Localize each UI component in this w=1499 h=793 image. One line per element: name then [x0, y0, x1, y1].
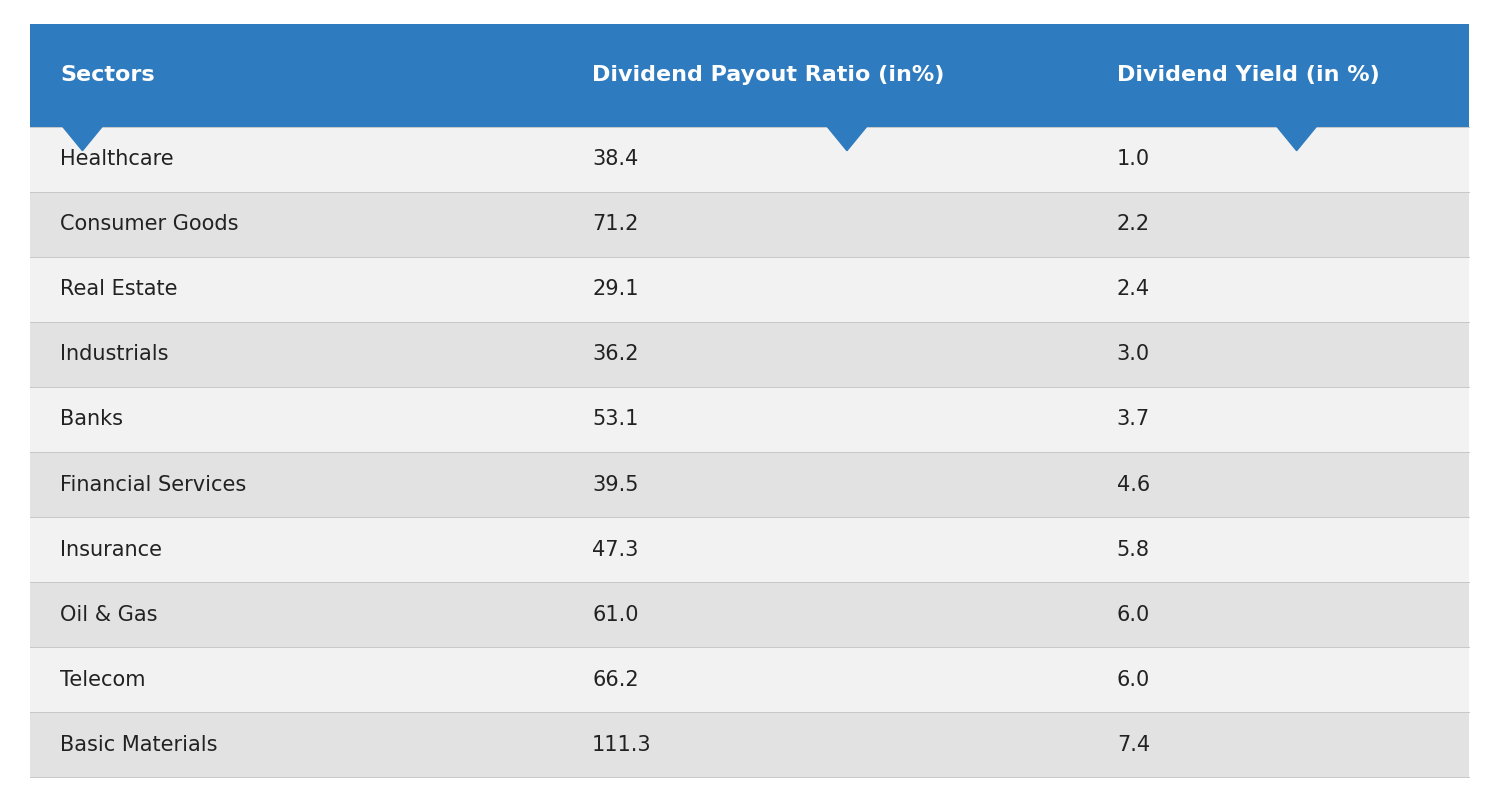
- Text: 4.6: 4.6: [1117, 474, 1150, 495]
- Text: 5.8: 5.8: [1117, 539, 1150, 560]
- Text: 3.7: 3.7: [1117, 409, 1150, 430]
- Text: Industrials: Industrials: [60, 344, 168, 365]
- Text: Healthcare: Healthcare: [60, 149, 174, 170]
- Text: Insurance: Insurance: [60, 539, 162, 560]
- Text: 2.2: 2.2: [1117, 214, 1150, 235]
- Text: 36.2: 36.2: [592, 344, 639, 365]
- Text: 38.4: 38.4: [592, 149, 639, 170]
- Text: 39.5: 39.5: [592, 474, 639, 495]
- FancyBboxPatch shape: [30, 582, 1469, 647]
- FancyBboxPatch shape: [30, 452, 1469, 517]
- FancyBboxPatch shape: [30, 192, 1469, 257]
- FancyBboxPatch shape: [30, 647, 1469, 712]
- Text: Sectors: Sectors: [60, 65, 154, 86]
- Text: 66.2: 66.2: [592, 669, 639, 690]
- Text: Dividend Yield (in %): Dividend Yield (in %): [1117, 65, 1379, 86]
- Polygon shape: [827, 127, 866, 151]
- FancyBboxPatch shape: [30, 517, 1469, 582]
- Text: Telecom: Telecom: [60, 669, 145, 690]
- Text: 47.3: 47.3: [592, 539, 639, 560]
- Text: 29.1: 29.1: [592, 279, 639, 300]
- FancyBboxPatch shape: [30, 127, 1469, 192]
- FancyBboxPatch shape: [30, 387, 1469, 452]
- Text: Oil & Gas: Oil & Gas: [60, 604, 157, 625]
- Text: 6.0: 6.0: [1117, 604, 1150, 625]
- FancyBboxPatch shape: [30, 257, 1469, 322]
- FancyBboxPatch shape: [30, 322, 1469, 387]
- Polygon shape: [63, 127, 102, 151]
- Text: 2.4: 2.4: [1117, 279, 1150, 300]
- Text: 71.2: 71.2: [592, 214, 639, 235]
- Text: Banks: Banks: [60, 409, 123, 430]
- Text: Financial Services: Financial Services: [60, 474, 246, 495]
- Text: Consumer Goods: Consumer Goods: [60, 214, 238, 235]
- Text: 111.3: 111.3: [592, 734, 652, 755]
- Text: 6.0: 6.0: [1117, 669, 1150, 690]
- Text: Dividend Payout Ratio (in%): Dividend Payout Ratio (in%): [592, 65, 944, 86]
- Text: 7.4: 7.4: [1117, 734, 1150, 755]
- Text: 61.0: 61.0: [592, 604, 639, 625]
- Text: 1.0: 1.0: [1117, 149, 1150, 170]
- FancyBboxPatch shape: [30, 24, 1469, 127]
- Text: Basic Materials: Basic Materials: [60, 734, 217, 755]
- Polygon shape: [1277, 127, 1316, 151]
- Text: 53.1: 53.1: [592, 409, 639, 430]
- Text: Real Estate: Real Estate: [60, 279, 177, 300]
- Text: 3.0: 3.0: [1117, 344, 1150, 365]
- FancyBboxPatch shape: [30, 712, 1469, 777]
